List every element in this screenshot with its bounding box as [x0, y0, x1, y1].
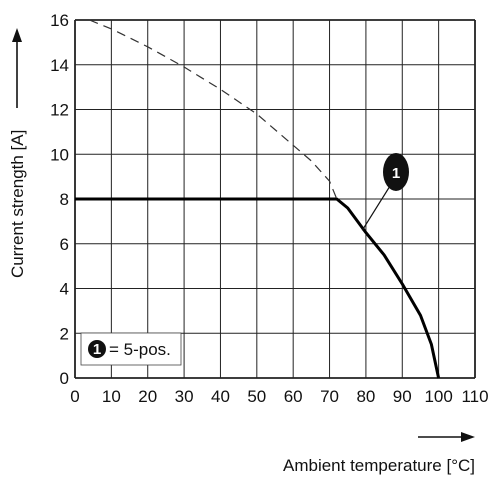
series-lines: [75, 19, 441, 379]
grid-lines: [74, 19, 476, 379]
x-tick-label: 50: [247, 387, 266, 406]
y-tick-label: 8: [60, 190, 69, 209]
legend-badge-label: 1: [93, 341, 101, 358]
x-tick-label: 80: [356, 387, 375, 406]
curve-annotation: 1: [361, 153, 409, 231]
x-tick-label: 100: [424, 387, 452, 406]
derating-curve: [75, 197, 441, 379]
x-tick-label: 30: [175, 387, 194, 406]
y-axis-title: Current strength [A]: [8, 28, 27, 278]
legend-text: = 5-pos.: [109, 340, 171, 359]
y-tick-label: 12: [50, 101, 69, 120]
x-tick-label: 40: [211, 387, 230, 406]
y-tick-label: 0: [60, 369, 69, 388]
x-tick-label: 0: [70, 387, 79, 406]
x-tick-label: 90: [393, 387, 412, 406]
legend-badge: [88, 340, 106, 358]
y-tick-label: 16: [50, 11, 69, 30]
y-axis-arrow-head: [12, 28, 22, 42]
x-tick-label: 70: [320, 387, 339, 406]
x-axis-arrow-head: [461, 432, 475, 442]
y-tick-label: 10: [50, 145, 69, 164]
y-tick-label: 14: [50, 56, 69, 75]
annotation-badge: [383, 153, 409, 191]
x-tick-label: 110: [461, 387, 488, 406]
x-axis-title: Ambient temperature [°C]: [283, 432, 475, 475]
legend: 1 = 5-pos.: [80, 332, 182, 366]
x-axis-label: Ambient temperature [°C]: [283, 456, 475, 475]
y-tick-label: 4: [60, 280, 69, 299]
x-tick-label: 20: [138, 387, 157, 406]
x-tick-label: 10: [102, 387, 121, 406]
annotation-badge-label: 1: [392, 165, 400, 182]
dashed-reference-curve: [89, 19, 338, 200]
y-axis-label: Current strength [A]: [8, 130, 27, 278]
y-tick-label: 2: [60, 324, 69, 343]
x-tick-label: 60: [284, 387, 303, 406]
y-tick-label: 6: [60, 235, 69, 254]
annotation-leader-line: [361, 185, 391, 231]
tick-labels: 0 10 20 30 40 50 60 70 80 90 100 110 0 2 4 6 8 10 12 14 16: [50, 11, 488, 406]
